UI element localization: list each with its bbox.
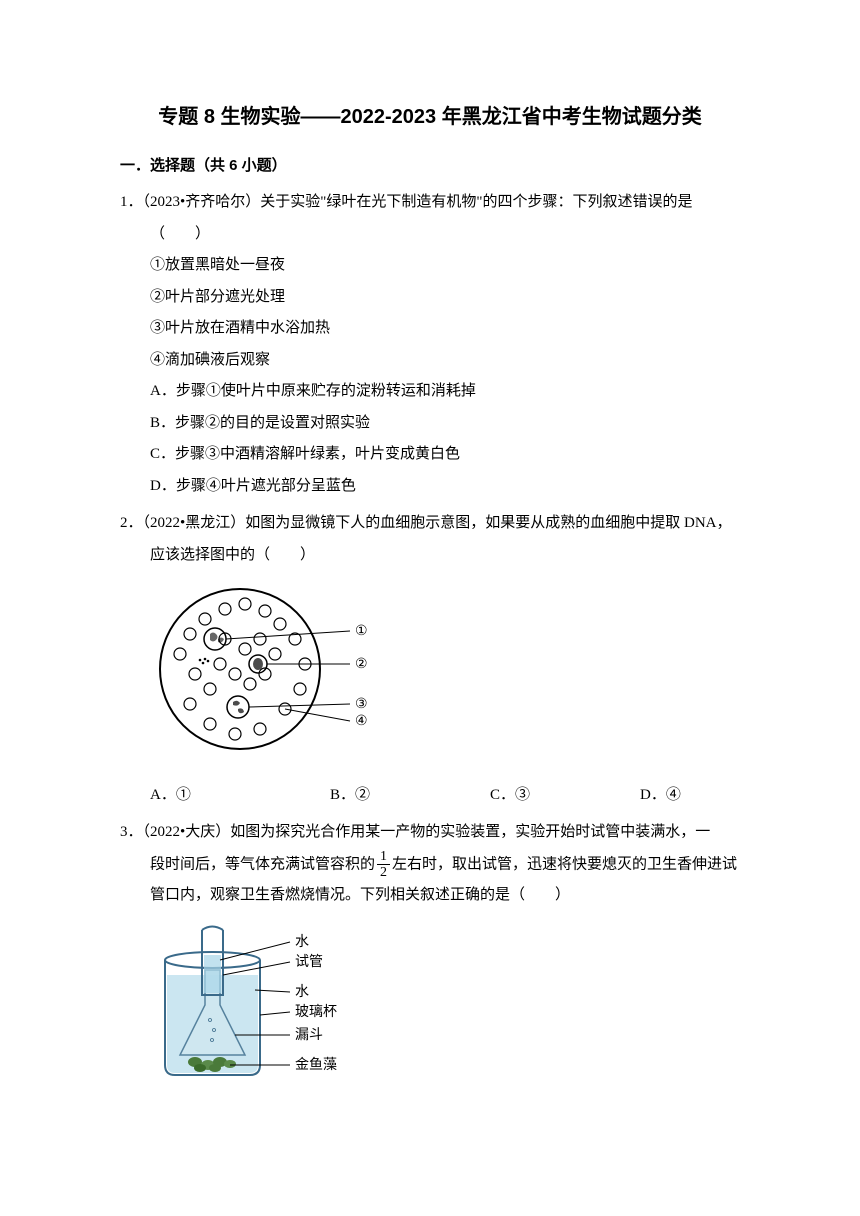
q3-fraction: 12 (375, 849, 392, 881)
q2-options: A．① B．② C．③ D．④ (120, 780, 740, 812)
q3-stem2: 段时间后，等气体充满试管容积的12左右时，取出试管，迅速将快要熄灭的卫生香伸进试 (120, 849, 740, 881)
q3-frac-num: 1 (377, 849, 390, 865)
q3-label-water1: 水 (295, 934, 309, 950)
q1-blank: （ ） (120, 219, 740, 251)
q3-diagram: 水 试管 水 玻璃杯 漏斗 金鱼藻 (120, 920, 740, 1098)
question-1: 1．（2023•齐齐哈尔）关于实验"绿叶在光下制造有机物"的四个步骤：下列叙述错… (120, 187, 740, 502)
q1-step3: ③叶片放在酒精中水浴加热 (120, 313, 740, 345)
q3-label-glass: 玻璃杯 (295, 1003, 337, 1020)
q3-stem3: 管口内，观察卫生香燃烧情况。下列相关叙述正确的是（ ） (120, 880, 740, 912)
q2-label-3: ③ (355, 697, 368, 712)
q1-option-c: C．步骤③中酒精溶解叶绿素，叶片变成黄白色 (120, 439, 740, 471)
q2-stem2: 应该选择图中的（ ） (120, 540, 740, 572)
q2-label-2: ② (355, 657, 368, 672)
q2-label-4: ④ (355, 714, 368, 729)
q1-option-a: A．步骤①使叶片中原来贮存的淀粉转运和消耗掉 (120, 376, 740, 408)
page-title: 专题 8 生物实验——2022-2023 年黑龙江省中考生物试题分类 (120, 100, 740, 129)
q3-stem: 3．（2022•大庆）如图为探究光合作用某一产物的实验装置，实验开始时试管中装满… (120, 817, 740, 849)
q3-stem2a: 段时间后，等气体充满试管容积的 (150, 856, 375, 872)
q1-step2: ②叶片部分遮光处理 (120, 282, 740, 314)
q3-label-funnel: 漏斗 (295, 1027, 323, 1043)
section-header: 一．选择题（共 6 小题） (120, 154, 740, 175)
q3-label-tube: 试管 (295, 954, 323, 970)
q3-frac-den: 2 (377, 865, 390, 880)
q1-step4: ④滴加碘液后观察 (120, 345, 740, 377)
q3-label-plant: 金鱼藻 (295, 1056, 337, 1073)
q2-option-d: D．④ (640, 780, 740, 812)
question-2: 2．（2022•黑龙江）如图为显微镜下人的血细胞示意图，如果要从成熟的血细胞中提… (120, 508, 740, 811)
q3-stem2b: 左右时，取出试管，迅速将快要熄灭的卫生香伸进试 (392, 856, 737, 872)
q1-option-d: D．步骤④叶片遮光部分呈蓝色 (120, 471, 740, 503)
q2-option-b: B．② (330, 780, 490, 812)
q2-diagram: ① ② ③ ④ (120, 579, 740, 772)
question-3: 3．（2022•大庆）如图为探究光合作用某一产物的实验装置，实验开始时试管中装满… (120, 817, 740, 1097)
q1-step1: ①放置黑暗处一昼夜 (120, 250, 740, 282)
q1-option-b: B．步骤②的目的是设置对照实验 (120, 408, 740, 440)
q2-stem: 2．（2022•黑龙江）如图为显微镜下人的血细胞示意图，如果要从成熟的血细胞中提… (120, 508, 740, 540)
q2-option-a: A．① (150, 780, 330, 812)
q1-stem: 1．（2023•齐齐哈尔）关于实验"绿叶在光下制造有机物"的四个步骤：下列叙述错… (120, 187, 740, 219)
q2-label-1: ① (355, 624, 368, 639)
q3-label-water2: 水 (295, 984, 309, 1000)
q2-option-c: C．③ (490, 780, 640, 812)
